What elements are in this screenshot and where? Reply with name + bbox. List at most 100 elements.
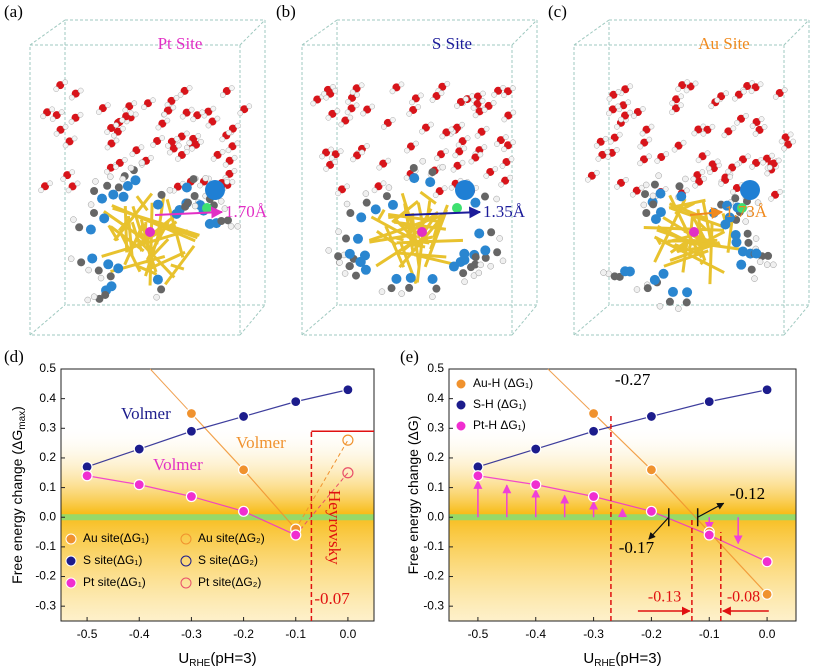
atom	[655, 188, 666, 199]
atom	[335, 228, 342, 235]
atom	[141, 104, 147, 111]
site-atom	[145, 227, 155, 237]
atom	[746, 210, 754, 217]
atom	[214, 115, 221, 122]
atom	[676, 191, 687, 202]
atom	[382, 192, 391, 201]
x-tick-label: -0.1	[285, 627, 306, 641]
y-tick-label: 0.3	[39, 420, 56, 434]
atom	[385, 184, 393, 191]
atom	[217, 198, 225, 205]
atom	[332, 87, 339, 94]
atom	[481, 107, 488, 113]
atom	[219, 136, 226, 143]
atom	[157, 285, 166, 294]
trend-extension	[547, 368, 594, 414]
atom	[87, 253, 98, 264]
atom	[159, 135, 165, 141]
atom	[487, 262, 494, 270]
series-line	[477, 389, 768, 468]
atom	[67, 255, 75, 263]
atom	[166, 149, 173, 156]
cell-edge	[301, 304, 338, 336]
x-label-part: (pH=3)	[210, 650, 256, 667]
trend-extension	[149, 368, 192, 414]
atom	[734, 161, 741, 168]
atom	[337, 148, 344, 155]
atom	[477, 261, 484, 269]
atom	[419, 128, 425, 135]
atom	[349, 89, 356, 96]
atom	[223, 216, 232, 225]
bond	[135, 264, 158, 276]
atom	[237, 110, 244, 117]
atom	[751, 248, 762, 259]
atom	[724, 212, 735, 223]
site-title: S Site	[432, 34, 472, 53]
atom	[705, 165, 712, 172]
atom	[692, 182, 699, 189]
atom	[103, 259, 114, 270]
atom	[667, 286, 678, 297]
atom	[205, 122, 212, 129]
atom	[682, 175, 689, 183]
atom	[743, 229, 752, 238]
atom	[439, 133, 446, 140]
site-atom	[417, 227, 427, 237]
ref-label: -0.27	[615, 370, 651, 389]
y-tick-label: 0.5	[427, 361, 444, 375]
atom	[344, 248, 355, 259]
atom	[190, 191, 199, 200]
bond	[668, 194, 693, 241]
atom	[781, 87, 788, 93]
atom	[138, 144, 145, 151]
panel-label: (d)	[4, 347, 24, 366]
atom	[477, 151, 484, 158]
atom	[77, 111, 84, 118]
bond	[414, 253, 455, 266]
atom	[409, 163, 418, 172]
atom	[656, 302, 664, 310]
atom	[450, 166, 457, 173]
atom	[483, 125, 490, 132]
bond	[698, 222, 708, 231]
atom	[413, 140, 419, 147]
atom	[68, 118, 75, 125]
atom	[425, 177, 436, 188]
y-label-part: Free energy change (ΔG	[9, 430, 25, 584]
x-axis-label: URHE(pH=3)	[178, 650, 256, 669]
atom	[470, 197, 481, 208]
atom	[92, 178, 99, 185]
x-tick-label: -0.4	[525, 627, 546, 641]
atom	[166, 186, 174, 194]
atom	[346, 209, 355, 218]
atom	[737, 203, 747, 213]
data-point	[237, 505, 250, 517]
atom	[84, 296, 91, 304]
atom	[387, 199, 398, 210]
atom	[730, 189, 736, 195]
atom	[70, 216, 77, 223]
atom	[101, 290, 110, 299]
y-tick-label: 0.4	[39, 391, 56, 405]
atom	[170, 104, 177, 111]
atom	[602, 135, 609, 142]
atom	[655, 172, 662, 179]
atom	[510, 139, 516, 146]
y-axis-label: Free energy change (ΔGmax)	[9, 406, 28, 584]
atom	[177, 92, 184, 98]
atom	[87, 201, 95, 208]
atom	[389, 117, 396, 123]
atom	[692, 80, 699, 87]
atom	[627, 83, 634, 90]
atom	[323, 166, 329, 172]
atom	[493, 195, 500, 203]
atom	[744, 238, 753, 247]
bond	[432, 214, 442, 239]
atom	[325, 247, 332, 254]
atom	[90, 187, 99, 196]
atom	[758, 116, 765, 122]
atom	[328, 146, 334, 153]
data-point	[237, 410, 250, 423]
atom	[364, 143, 370, 149]
